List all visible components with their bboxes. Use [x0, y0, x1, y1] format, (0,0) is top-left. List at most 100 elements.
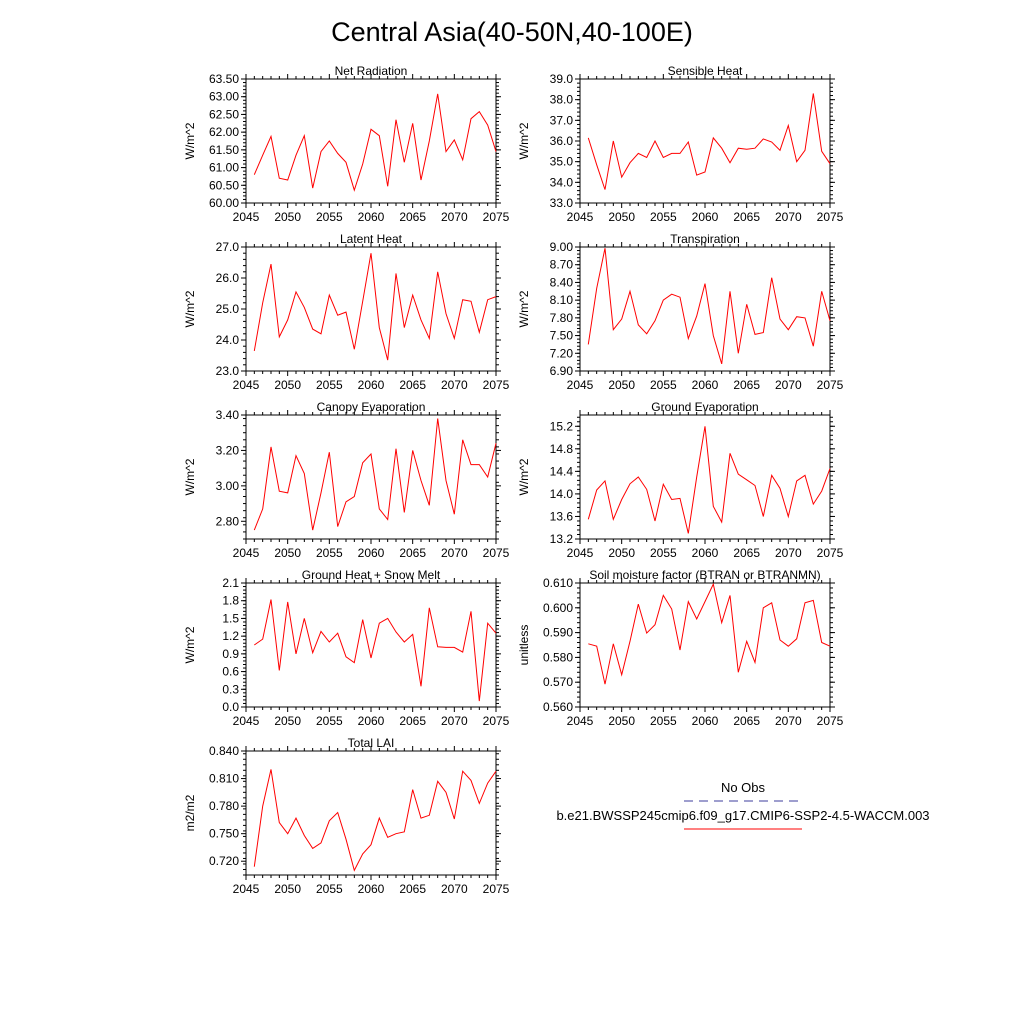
x-tick-label: 2045	[567, 546, 594, 560]
y-axis-label: W/m^2	[183, 290, 197, 327]
panels: Net Radiation W/m^2 2045 2050 2055 2060 2065 20…	[183, 64, 844, 896]
series-line	[253, 93, 497, 192]
y-tick-label: 2.1	[222, 576, 239, 590]
x-tick-label: 2065	[399, 882, 426, 896]
panel-title: Total LAI	[348, 736, 395, 750]
y-tick-label: 13.6	[550, 509, 574, 523]
y-tick-label: 23.0	[216, 364, 240, 378]
x-tick-label: 2045	[233, 882, 260, 896]
x-tick-label: 2075	[817, 210, 844, 224]
x-tick-label: 2065	[733, 714, 760, 728]
x-tick-label: 2075	[817, 546, 844, 560]
y-axis-label: W/m^2	[517, 122, 531, 159]
y-tick-label: 37.0	[550, 113, 574, 127]
y-tick-label: 6.90	[550, 364, 574, 378]
y-tick-label: 39.0	[550, 72, 574, 86]
x-tick-label: 2060	[692, 378, 719, 392]
x-tick-label: 2045	[567, 714, 594, 728]
y-axis-label: W/m^2	[517, 458, 531, 495]
x-tick-label: 2060	[358, 210, 385, 224]
x-tick-label: 2045	[233, 546, 260, 560]
y-tick-label: 13.2	[550, 532, 574, 546]
y-tick-label: 3.00	[216, 479, 240, 493]
series-line	[587, 426, 831, 534]
y-tick-label: 35.0	[550, 155, 574, 169]
y-tick-label: 0.840	[209, 744, 239, 758]
panel-title: Ground Heat + Snow Melt	[302, 568, 441, 582]
x-tick-label: 2055	[316, 378, 343, 392]
panel-title: Transpiration	[670, 232, 740, 246]
series-line	[587, 93, 831, 190]
y-tick-label: 61.50	[209, 143, 239, 157]
x-tick-label: 2055	[650, 378, 677, 392]
y-tick-label: 62.50	[209, 107, 239, 121]
y-tick-label: 0.570	[543, 675, 573, 689]
panel-transpiration: Transpiration W/m^2 2045 2050 2055 2060 2065 20…	[517, 232, 844, 392]
y-tick-label: 8.40	[550, 275, 574, 289]
x-tick-label: 2075	[817, 714, 844, 728]
x-tick-label: 2060	[692, 210, 719, 224]
x-tick-label: 2065	[399, 546, 426, 560]
x-tick-label: 2045	[567, 210, 594, 224]
y-tick-label: 0.3	[222, 682, 239, 696]
panel-title: Canopy Evaporation	[317, 400, 426, 414]
x-tick-label: 2045	[233, 714, 260, 728]
y-tick-label: 14.0	[550, 487, 574, 501]
panel-soil-moisture-factor: Soil moisture factor (BTRAN or BTRANMN) u…	[517, 568, 844, 728]
y-tick-label: 8.10	[550, 293, 574, 307]
plot-frame	[579, 78, 831, 204]
x-tick-label: 2070	[441, 714, 468, 728]
y-tick-label: 0.580	[543, 650, 573, 664]
panel-latent-heat: Latent Heat W/m^2 2045 2050 2055 2060 2065 2070…	[183, 232, 510, 392]
y-axis-label: W/m^2	[183, 626, 197, 663]
x-tick-label: 2060	[692, 714, 719, 728]
x-tick-label: 2070	[441, 882, 468, 896]
x-tick-label: 2060	[358, 714, 385, 728]
series-line	[253, 418, 497, 531]
x-tick-label: 2050	[608, 714, 635, 728]
x-tick-label: 2055	[650, 546, 677, 560]
x-tick-label: 2065	[399, 714, 426, 728]
y-tick-label: 34.0	[550, 175, 574, 189]
y-axis-label: W/m^2	[517, 290, 531, 327]
y-tick-label: 14.8	[550, 442, 574, 456]
x-tick-label: 2050	[274, 546, 301, 560]
x-tick-label: 2075	[817, 378, 844, 392]
legend-model-label: b.e21.BWSSP245cmip6.f09_g17.CMIP6-SSP2-4…	[556, 808, 929, 823]
series-line	[253, 253, 497, 361]
panel-title: Sensible Heat	[668, 64, 743, 78]
x-tick-label: 2060	[358, 378, 385, 392]
panel-net-radiation: Net Radiation W/m^2 2045 2050 2055 2060 2065 20…	[183, 64, 510, 224]
x-tick-label: 2070	[775, 714, 802, 728]
y-tick-label: 0.780	[209, 799, 239, 813]
y-tick-label: 14.4	[550, 464, 574, 478]
y-tick-label: 25.0	[216, 302, 240, 316]
figure-title: Central Asia(40-50N,40-100E)	[331, 17, 693, 47]
x-tick-label: 2075	[483, 546, 510, 560]
x-tick-label: 2045	[233, 210, 260, 224]
plot-frame	[579, 414, 831, 540]
x-tick-label: 2070	[441, 210, 468, 224]
y-tick-label: 0.590	[543, 626, 573, 640]
x-tick-label: 2060	[692, 546, 719, 560]
y-axis-label: W/m^2	[183, 458, 197, 495]
x-tick-label: 2050	[608, 378, 635, 392]
panel-canopy-evaporation: Canopy Evaporation W/m^2 2045 2050 2055 2060 2…	[183, 400, 510, 560]
y-tick-label: 62.00	[209, 125, 239, 139]
x-tick-label: 2055	[316, 714, 343, 728]
series-line	[254, 599, 497, 702]
x-tick-label: 2050	[274, 378, 301, 392]
y-tick-label: 0.810	[209, 772, 239, 786]
y-tick-label: 0.6	[222, 665, 239, 679]
x-tick-label: 2065	[733, 546, 760, 560]
y-tick-label: 26.0	[216, 271, 240, 285]
y-tick-label: 2.80	[216, 514, 240, 528]
y-tick-label: 0.610	[543, 576, 573, 590]
x-tick-label: 2060	[358, 882, 385, 896]
y-tick-label: 33.0	[550, 196, 574, 210]
y-tick-label: 63.00	[209, 90, 239, 104]
x-tick-label: 2065	[733, 210, 760, 224]
x-tick-label: 2050	[274, 882, 301, 896]
plot-frame	[245, 582, 497, 708]
